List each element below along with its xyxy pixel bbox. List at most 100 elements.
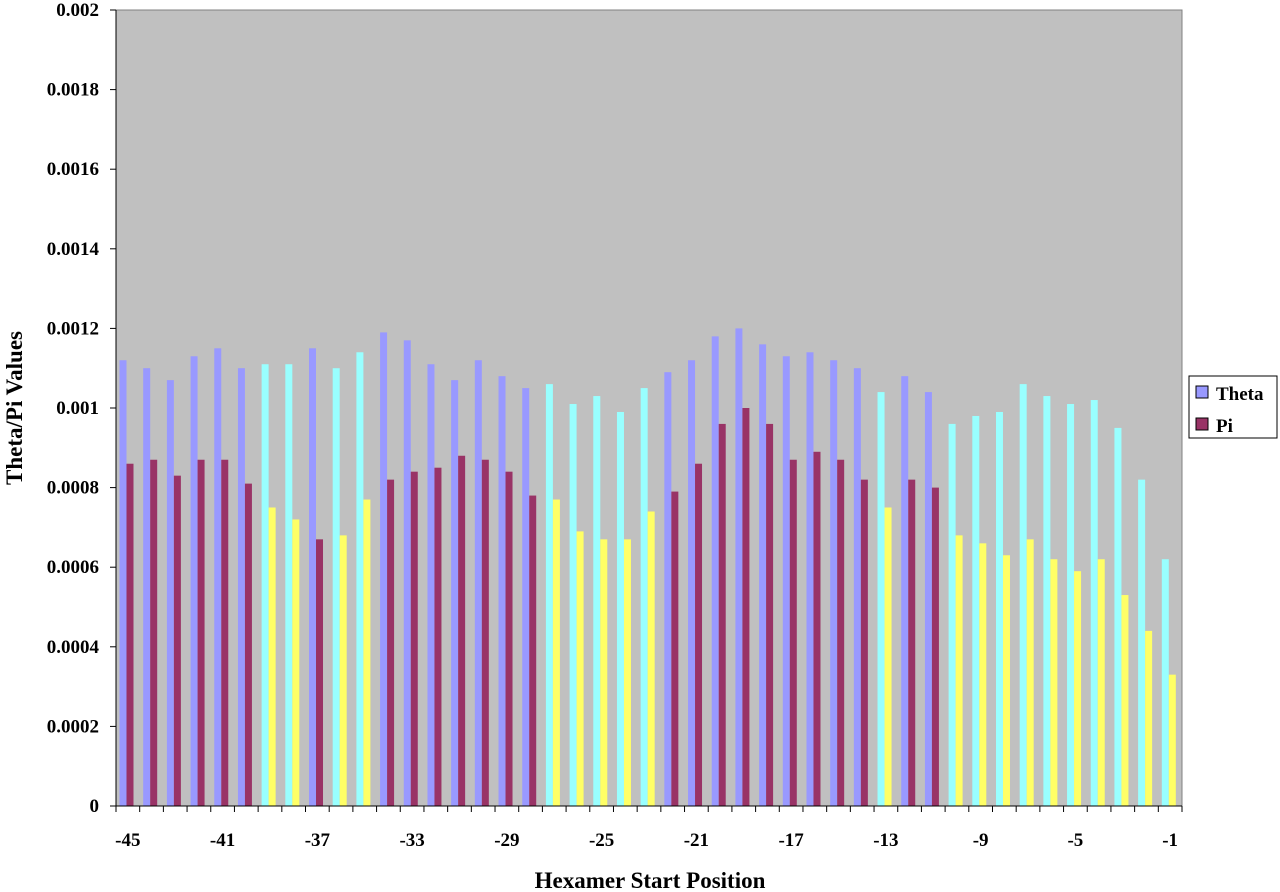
y-axis-title: Theta/Pi Values: [2, 331, 27, 485]
theta-bar: [1019, 384, 1027, 806]
pi-bar: [552, 499, 560, 806]
theta-bar: [261, 364, 269, 806]
theta-bar: [1161, 559, 1169, 806]
x-tick-label: -29: [494, 830, 519, 851]
theta-bar: [427, 364, 435, 806]
y-tick-label: 0.0014: [47, 239, 100, 260]
y-tick-label: 0.0016: [47, 159, 99, 180]
pi-bar: [316, 539, 324, 806]
theta-bar: [830, 360, 838, 806]
pi-bar: [410, 471, 418, 806]
pi-bar: [837, 459, 845, 806]
pi-bar: [1002, 555, 1010, 806]
theta-bar: [948, 423, 956, 806]
y-tick-label: 0.0012: [47, 318, 99, 339]
pi-bar: [221, 459, 229, 806]
theta-bar: [711, 336, 719, 806]
pi-bar: [576, 531, 584, 806]
pi-bar: [1168, 674, 1176, 806]
x-tick-label: -17: [778, 830, 804, 851]
pi-bar: [1097, 559, 1105, 806]
theta-bar: [995, 411, 1003, 806]
pi-bar: [150, 459, 158, 806]
x-tick-label: -21: [684, 830, 709, 851]
pi-bar: [860, 479, 868, 806]
legend-label-theta: Theta: [1216, 384, 1264, 405]
y-tick-label: 0.001: [56, 398, 99, 419]
pi-bar: [529, 495, 537, 806]
x-tick-label: -1: [1162, 830, 1178, 851]
pi-bar: [339, 535, 347, 806]
theta-bar: [166, 380, 174, 806]
y-tick-label: 0.0008: [47, 478, 99, 499]
x-tick-label: -25: [589, 830, 614, 851]
pi-bar: [695, 463, 703, 806]
theta-bar: [901, 376, 909, 806]
pi-bar: [884, 507, 892, 806]
pi-bar: [600, 539, 608, 806]
theta-bar: [451, 380, 459, 806]
pi-bar: [908, 479, 916, 806]
pi-bar: [742, 408, 750, 806]
theta-bar: [877, 392, 885, 806]
theta-bar: [664, 372, 672, 806]
pi-bar: [292, 519, 300, 806]
theta-bar: [237, 368, 245, 806]
x-tick-label: -13: [873, 830, 898, 851]
theta-bar: [380, 332, 388, 806]
pi-bar: [766, 423, 774, 806]
x-axis-title: Hexamer Start Position: [535, 868, 766, 892]
theta-bar: [1114, 427, 1122, 806]
theta-bar: [498, 376, 506, 806]
theta-bar: [522, 388, 530, 806]
theta-bar: [1090, 400, 1098, 806]
theta-bar: [759, 344, 767, 806]
pi-bar: [268, 507, 276, 806]
theta-bar: [924, 392, 932, 806]
legend-swatch-pi: [1195, 417, 1209, 431]
theta-bar: [474, 360, 482, 806]
theta-bar: [356, 352, 364, 806]
theta-bar: [616, 411, 624, 806]
y-tick-label: 0.0002: [47, 716, 99, 737]
pi-bar: [979, 543, 987, 806]
pi-bar: [505, 471, 513, 806]
x-tick-label: -37: [305, 830, 331, 851]
theta-bar: [688, 360, 696, 806]
theta-bar: [806, 352, 814, 806]
theta-bar: [545, 384, 553, 806]
pi-bar: [173, 475, 181, 806]
pi-bar: [931, 487, 939, 806]
pi-bar: [623, 539, 631, 806]
pi-bar: [1145, 630, 1153, 806]
theta-bar: [735, 328, 743, 806]
x-tick-label: -9: [973, 830, 989, 851]
theta-bar: [119, 360, 127, 806]
theta-bar: [569, 404, 577, 806]
pi-bar: [363, 499, 371, 806]
theta-bar: [782, 356, 790, 806]
pi-bar: [197, 459, 205, 806]
pi-bar: [434, 467, 442, 806]
theta-bar: [1043, 396, 1051, 806]
pi-bar: [671, 491, 679, 806]
theta-bar: [1067, 404, 1075, 806]
pi-bar: [458, 455, 466, 806]
theta-bar: [972, 415, 980, 806]
y-tick-label: 0.0006: [47, 557, 99, 578]
y-tick-label: 0: [90, 796, 100, 817]
pi-bar: [387, 479, 395, 806]
legend-swatch-theta: [1195, 385, 1209, 399]
pi-bar: [955, 535, 963, 806]
x-tick-label: -45: [115, 830, 140, 851]
theta-bar: [190, 356, 198, 806]
theta-bar: [214, 348, 222, 806]
pi-bar: [126, 463, 134, 806]
pi-bar: [244, 483, 252, 806]
y-tick-label: 0.0018: [47, 80, 99, 101]
theta-bar: [143, 368, 151, 806]
theta-bar: [285, 364, 293, 806]
pi-bar: [1074, 571, 1082, 806]
theta-bar: [640, 388, 648, 806]
